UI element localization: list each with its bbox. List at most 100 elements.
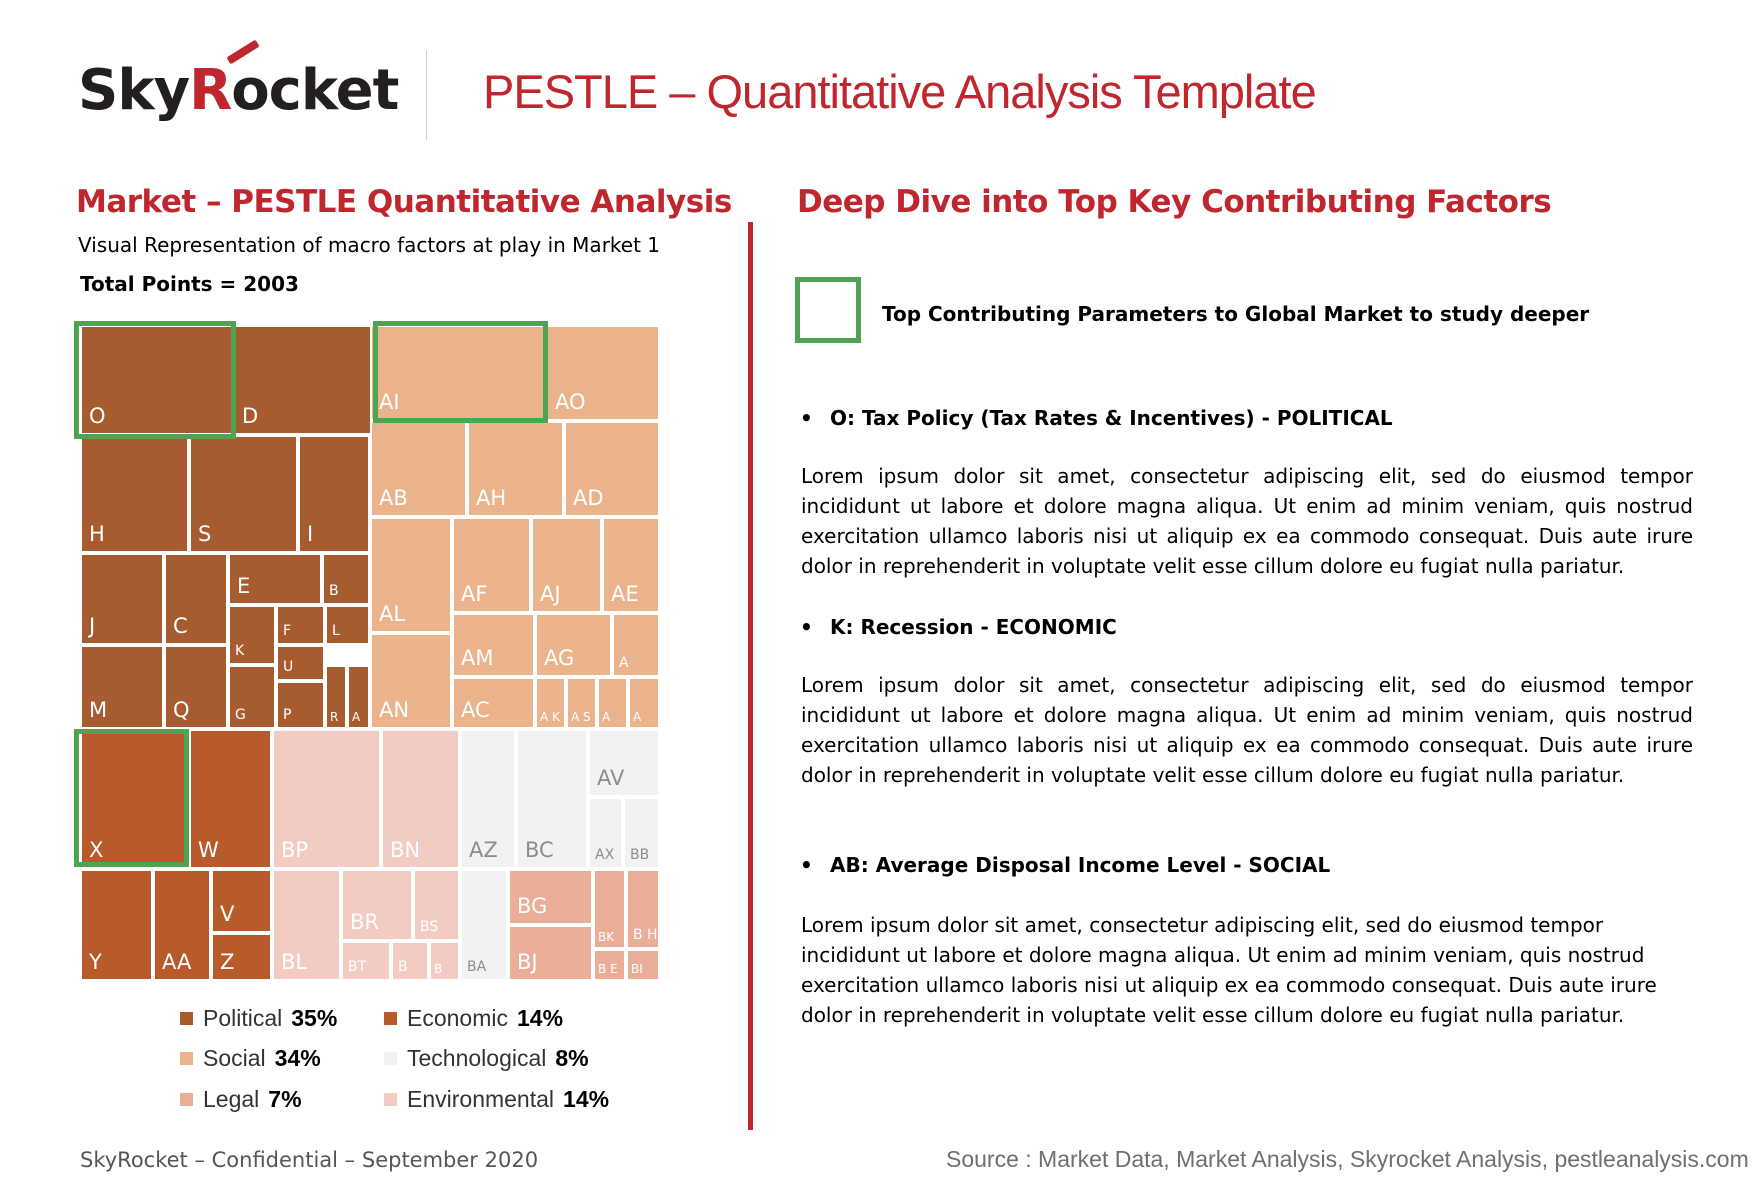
treemap-tile-w: W [189,729,272,869]
treemap-tile-label: AO [555,390,586,414]
treemap-tile-aj: AJ [531,517,602,613]
treemap-tile-b: B [322,553,370,605]
treemap-tile-x: X [80,729,189,869]
treemap-tile-ao: AO [546,325,660,421]
treemap-tile-label: L [332,623,340,639]
treemap-tile-label: AG [544,646,575,670]
factor-title-o: • O: Tax Policy (Tax Rates & Incentives) … [800,406,1393,430]
treemap-tile-bi: BI [626,949,660,981]
treemap-tile-label: AZ [469,838,498,862]
treemap-tile-a-k: A K [535,677,566,729]
treemap-tile-f: F [276,605,325,645]
treemap-tile-a-s: A S [566,677,597,729]
treemap-tile-label: BP [281,838,309,862]
legend-item-legal: Legal 7% [180,1086,302,1113]
treemap-tile-label: Y [89,950,102,974]
treemap-tile-label: BR [350,910,379,934]
highlight-key-text: Top Contributing Parameters to Global Ma… [882,302,1590,326]
treemap-tile-k: K [228,605,276,665]
legend-item-social: Social 34% [180,1045,321,1072]
legend-item-environmental: Environmental 14% [384,1086,609,1113]
treemap-tile-a: A [597,677,628,729]
treemap-tile-label: B [434,962,443,976]
section-divider [748,222,753,1130]
treemap-tile-label: H [89,522,105,546]
legend-label: Legal [203,1086,260,1112]
treemap-tile-label: AC [461,698,490,722]
right-section-heading: Deep Dive into Top Key Contributing Fact… [797,184,1552,220]
treemap-tile-bc: BC [516,729,588,869]
treemap-tile-bn: BN [381,729,460,869]
legend-swatch [384,1052,397,1065]
treemap-tile-an: AN [370,633,452,729]
treemap-tile-label: M [89,698,108,722]
treemap-tile-af: AF [452,517,531,613]
treemap-tile-bl: BL [272,869,341,981]
treemap-tile-label: AF [461,582,488,606]
treemap-tile-z: Z [211,933,272,981]
treemap-tile-l: L [325,605,370,645]
treemap-tile-ai: AI [370,325,546,421]
treemap-tile-label: A [633,710,642,724]
total-points: Total Points = 2003 [80,272,299,296]
treemap-tile-ax: AX [588,797,623,869]
treemap-tile-o: O [80,325,233,435]
treemap-tile-label: A S [571,710,591,724]
treemap-tile-label: BJ [517,950,538,974]
treemap-tile-aa: AA [153,869,211,981]
treemap-tile-v: V [211,869,272,933]
treemap-tile-b: B [429,941,460,981]
treemap-tile-label: V [220,902,235,926]
treemap-tile-label: AE [611,582,639,606]
treemap-tile-label: BG [517,894,548,918]
treemap-tile-label: BL [281,950,308,974]
treemap-tile-h: H [80,435,189,553]
treemap-tile-label: AL [379,602,406,626]
treemap-tile-b: B [391,941,429,981]
treemap-tile-g: G [228,665,276,729]
treemap-tile-j: J [80,553,164,645]
treemap-tile-bt: BT [341,941,391,981]
treemap-tile-bj: BJ [508,925,593,981]
legend-swatch [180,1093,193,1106]
left-section-heading: Market – PESTLE Quantitative Analysis [76,184,732,220]
treemap-tile-bb: BB [623,797,660,869]
treemap-tile-label: J [89,614,96,638]
treemap-tile-label: I [307,522,314,546]
legend-percentage: 34% [274,1045,321,1071]
treemap-tile-av: AV [588,729,660,797]
treemap-tile-u: U [276,645,325,681]
treemap-tile-b-h: B H [626,869,660,949]
treemap-tile-i: I [298,435,370,553]
treemap-tile-label: B [398,959,408,975]
treemap-tile-c: C [164,553,228,645]
treemap-tile-label: AM [461,646,494,670]
treemap-tile-label: AJ [540,582,561,606]
treemap-tile-label: BT [348,959,367,975]
treemap-tile-label: K [235,643,245,659]
legend-label: Social [203,1045,266,1071]
treemap-tile-label: S [198,522,212,546]
treemap-tile-az: AZ [460,729,516,869]
treemap-tile-ab: AB [370,421,467,517]
treemap-tile-label: AD [573,486,604,510]
treemap-tile-bs: BS [413,869,460,941]
treemap-tile-label: A [602,710,611,724]
treemap-tile-al: AL [370,517,452,633]
treemap-tile-a: A [347,665,370,729]
treemap-tile-m: M [80,645,164,729]
treemap-tile-label: Q [173,698,190,722]
legend-percentage: 14% [563,1086,610,1112]
treemap-tile-label: BN [390,838,421,862]
legend-item-economic: Economic 14% [384,1005,563,1032]
highlight-key-box [795,277,861,343]
treemap-tile-am: AM [452,613,535,677]
legend-percentage: 35% [291,1005,338,1031]
treemap-tile-ag: AG [535,613,612,677]
legend-swatch [180,1052,193,1065]
treemap-tile-ae: AE [602,517,660,613]
legend-label: Technological [407,1045,547,1071]
treemap-tile-a: A [628,677,660,729]
footer-confidential: SkyRocket – Confidential – September 202… [80,1148,539,1172]
treemap-tile-label: BI [631,962,643,976]
